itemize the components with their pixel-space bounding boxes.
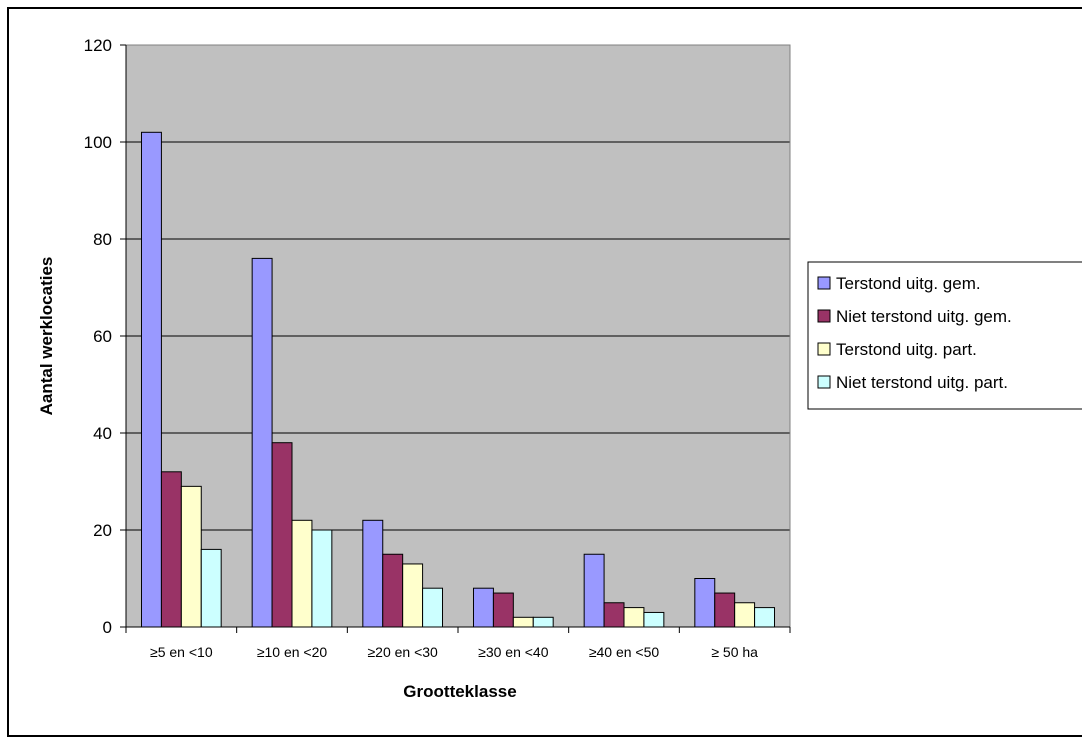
bar (422, 587, 444, 628)
x-tick-label: ≥30 en <40 (478, 644, 549, 660)
bars (140, 131, 776, 628)
y-tick-label: 40 (93, 424, 112, 443)
y-tick-label: 20 (93, 521, 112, 540)
bar (532, 616, 554, 628)
bar (512, 616, 534, 628)
bar (382, 553, 404, 628)
bar (643, 611, 665, 628)
legend-label: Niet terstond uitg. gem. (836, 307, 1012, 326)
x-tick-labels: ≥5 en <10 ≥10 en <20 ≥20 en <30 ≥30 en <40 ≥… (150, 644, 758, 660)
bar (694, 578, 716, 628)
legend-swatch (817, 375, 831, 389)
bar (291, 519, 313, 628)
bar (362, 519, 384, 628)
legend-swatch (817, 342, 831, 356)
bar (180, 485, 202, 628)
bar (402, 563, 424, 628)
bar (311, 529, 333, 628)
y-tick-label: 60 (93, 327, 112, 346)
bar (200, 548, 222, 628)
legend-swatch (817, 309, 831, 323)
x-tick-label: ≥10 en <20 (257, 644, 328, 660)
legend-label: Terstond uitg. gem. (836, 274, 981, 293)
legend-swatch (817, 276, 831, 290)
x-tick-label: ≥ 50 ha (711, 644, 758, 660)
bar (623, 607, 645, 628)
bar (714, 592, 736, 628)
y-axis-title: Aantal werklocaties (37, 257, 56, 416)
bar (734, 602, 756, 628)
bar (271, 442, 293, 628)
x-tick-label: ≥40 en <50 (589, 644, 660, 660)
legend-label: Terstond uitg. part. (836, 340, 977, 359)
y-tick-label: 120 (84, 36, 112, 55)
axes (120, 44, 791, 633)
bar (603, 602, 625, 628)
bar (472, 587, 494, 628)
y-tick-label: 0 (103, 618, 112, 637)
y-tick-labels: 0 20 40 60 80 100 120 (84, 36, 112, 637)
legend: Terstond uitg. gem. Niet terstond uitg. g… (807, 261, 1082, 410)
bar (160, 471, 182, 628)
x-tick-label: ≥5 en <10 (150, 644, 213, 660)
x-tick-label: ≥20 en <30 (367, 644, 438, 660)
bar (140, 131, 162, 628)
bar (251, 257, 273, 628)
y-tick-label: 100 (84, 133, 112, 152)
legend-box (807, 261, 1082, 410)
bar (492, 592, 514, 628)
x-axis-title: Grootteklasse (403, 682, 516, 701)
bar (754, 607, 776, 628)
legend-label: Niet terstond uitg. part. (836, 373, 1008, 392)
bar (583, 553, 605, 628)
y-tick-label: 80 (93, 230, 112, 249)
